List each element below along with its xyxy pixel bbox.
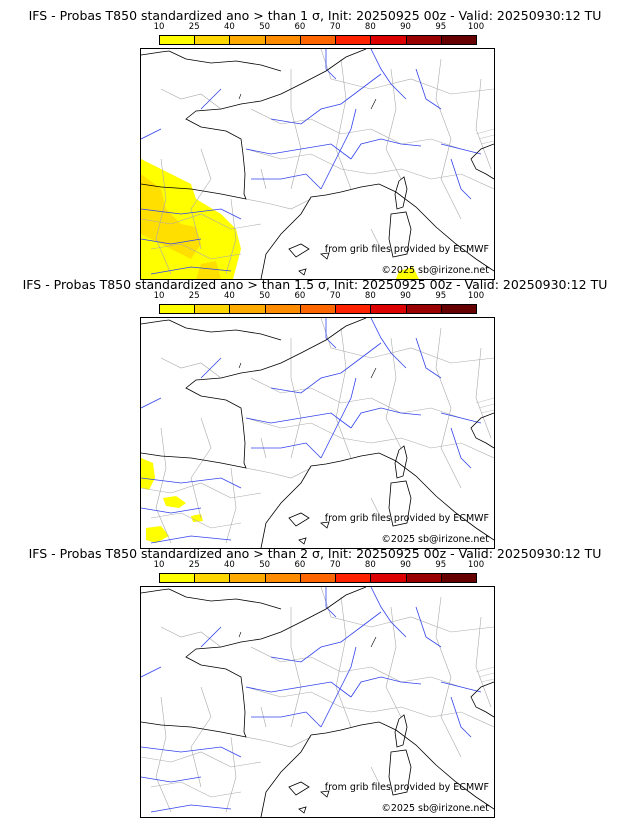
colorbar-tick-label: 70 (329, 22, 341, 32)
colorbar-swatch (265, 36, 301, 44)
probability-map: from grib files provided by ECMWF ©2025 … (140, 317, 495, 549)
probability-map: from grib files provided by ECMWF ©2025 … (140, 586, 495, 818)
alps-relief (475, 397, 494, 414)
colorbar-tick-label: 10 (153, 22, 165, 32)
colorbar-swatch (195, 305, 231, 313)
colorbar-labels: 10 25 40 50 60 70 80 90 95 100 (154, 291, 485, 301)
colorbar-swatch (406, 305, 442, 313)
colorbar-tick-label: 100 (467, 560, 485, 570)
map-panel: IFS - Probas T850 standardized ano > tha… (0, 269, 630, 549)
colorbar-tick-label: 25 (188, 22, 200, 32)
map-graphic (141, 49, 494, 279)
colorbar-tick-label: 25 (188, 291, 200, 301)
colorbar-tick-label: 25 (188, 560, 200, 570)
alps-relief (475, 128, 494, 145)
colorbar-swatch (265, 305, 301, 313)
colorbar-tick-label: 100 (467, 291, 485, 301)
colorbar-tick-label: 80 (364, 291, 376, 301)
colorbar-swatch (336, 305, 372, 313)
colorbar-swatch (441, 305, 476, 313)
colorbar-tick-label: 10 (153, 291, 165, 301)
colorbar-tick-label: 50 (259, 560, 271, 570)
colorbar-swatch (300, 574, 337, 582)
data-source-credit: from grib files provided by ECMWF (324, 244, 489, 255)
colorbar-swatch (336, 574, 372, 582)
alps-relief (475, 666, 494, 683)
colorbar-swatch (371, 36, 407, 44)
colorbar-swatch (230, 574, 266, 582)
colorbar-swatch (195, 574, 231, 582)
colorbar-tick-label: 95 (435, 560, 447, 570)
colorbar-tick-label: 50 (259, 22, 271, 32)
borders (141, 318, 494, 544)
probability-shading (141, 458, 203, 543)
colorbar-tick-label: 40 (224, 22, 235, 32)
colorbar-tick-label: 90 (400, 291, 411, 301)
data-source-credit: from grib files provided by ECMWF (324, 513, 489, 524)
colorbar-tick-label: 60 (294, 22, 306, 32)
data-source-credit: from grib files provided by ECMWF (324, 782, 489, 793)
colorbar-tick-label: 90 (400, 560, 411, 570)
colorbar-swatch (230, 305, 266, 313)
colorbar-swatch (265, 574, 301, 582)
colorbar-tick-label: 70 (329, 291, 341, 301)
colorbar-tick-label: 100 (467, 22, 485, 32)
colorbar-swatch (336, 36, 372, 44)
colorbar-tick-label: 95 (435, 291, 447, 301)
map-graphic (141, 318, 494, 548)
colorbar-tick-label: 80 (364, 560, 376, 570)
copyright-credit: ©2025 sb@irizone.net (381, 803, 489, 814)
colorbar (159, 35, 477, 45)
copyright-credit: ©2025 sb@irizone.net (381, 265, 489, 276)
colorbar-tick-label: 60 (294, 560, 306, 570)
map-graphic (141, 587, 494, 817)
colorbar-tick-label: 80 (364, 22, 376, 32)
colorbar-tick-label: 95 (435, 22, 447, 32)
colorbar-labels: 10 25 40 50 60 70 80 90 95 100 (154, 560, 485, 570)
colorbar-swatch (160, 305, 196, 313)
copyright-credit: ©2025 sb@irizone.net (381, 534, 489, 545)
rivers (141, 318, 482, 544)
colorbar-swatch (160, 36, 196, 44)
colorbar-tick-label: 40 (224, 291, 235, 301)
colorbar-labels: 10 25 40 50 60 70 80 90 95 100 (154, 22, 485, 32)
panel-title: IFS - Probas T850 standardized ano > tha… (28, 546, 602, 561)
colorbar-swatch (371, 574, 407, 582)
rivers (141, 587, 482, 813)
colorbar-tick-label: 40 (224, 560, 235, 570)
colorbar-tick-label: 50 (259, 291, 271, 301)
panel-title: IFS - Probas T850 standardized ano > tha… (22, 277, 608, 292)
colorbar-swatch (230, 36, 266, 44)
map-panel: IFS - Probas T850 standardized ano > tha… (0, 538, 630, 818)
panel-title: IFS - Probas T850 standardized ano > tha… (28, 8, 602, 23)
colorbar-swatch (441, 574, 476, 582)
colorbar-swatch (406, 574, 442, 582)
map-panel: IFS - Probas T850 standardized ano > tha… (0, 0, 630, 280)
colorbar-tick-label: 60 (294, 291, 306, 301)
coastlines (141, 49, 494, 279)
colorbar-tick-label: 10 (153, 560, 165, 570)
probability-map: from grib files provided by ECMWF ©2025 … (140, 48, 495, 280)
rivers (141, 49, 482, 275)
colorbar-tick-label: 90 (400, 22, 411, 32)
colorbar-swatch (406, 36, 442, 44)
colorbar-swatch (195, 36, 231, 44)
colorbar-swatch (300, 36, 337, 44)
probability-shading (141, 159, 419, 279)
colorbar (159, 304, 477, 314)
colorbar-swatch (371, 305, 407, 313)
colorbar (159, 573, 477, 583)
colorbar-tick-label: 70 (329, 560, 341, 570)
colorbar-swatch (441, 36, 476, 44)
colorbar-swatch (160, 574, 196, 582)
coastlines (141, 587, 494, 817)
colorbar-swatch (300, 305, 337, 313)
coastlines (141, 318, 494, 548)
